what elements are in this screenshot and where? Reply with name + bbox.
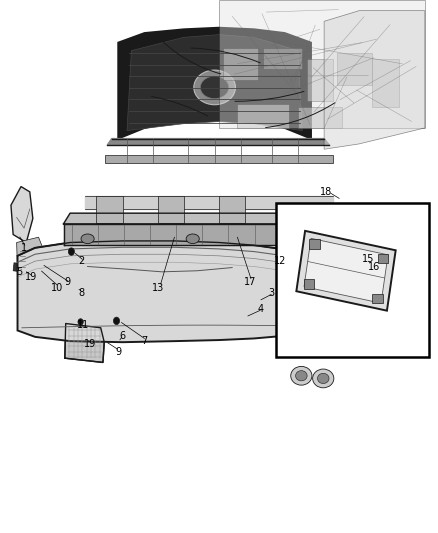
Text: 9: 9	[115, 347, 121, 357]
Ellipse shape	[81, 234, 94, 244]
Bar	[298, 107, 342, 128]
Text: 8: 8	[78, 288, 84, 298]
Bar	[307, 59, 333, 101]
Text: 11: 11	[77, 320, 89, 330]
Text: 1: 1	[21, 243, 27, 253]
Bar	[237, 104, 289, 128]
Text: 9: 9	[65, 278, 71, 287]
Text: 5: 5	[17, 267, 23, 277]
Polygon shape	[315, 213, 342, 253]
Polygon shape	[219, 196, 245, 223]
Polygon shape	[105, 155, 333, 163]
Text: 16: 16	[368, 262, 381, 271]
Polygon shape	[64, 213, 322, 224]
Ellipse shape	[318, 373, 329, 384]
Ellipse shape	[278, 234, 291, 244]
Bar	[310, 239, 320, 249]
Ellipse shape	[296, 370, 307, 381]
Ellipse shape	[313, 369, 334, 388]
Polygon shape	[65, 324, 104, 362]
Bar	[223, 48, 258, 80]
Polygon shape	[64, 224, 315, 245]
Circle shape	[343, 249, 349, 257]
Text: 6: 6	[120, 331, 126, 341]
Polygon shape	[324, 11, 425, 149]
Text: 3: 3	[268, 288, 275, 298]
Polygon shape	[13, 263, 22, 272]
Circle shape	[113, 317, 120, 325]
Text: 18: 18	[320, 187, 332, 197]
Text: 15: 15	[362, 254, 374, 263]
Ellipse shape	[194, 70, 236, 104]
Circle shape	[68, 248, 74, 255]
Polygon shape	[18, 241, 315, 342]
Bar	[304, 279, 314, 289]
Bar	[263, 48, 302, 69]
Text: 2: 2	[78, 256, 84, 266]
Circle shape	[78, 319, 83, 325]
Polygon shape	[11, 187, 33, 243]
Text: 19: 19	[25, 272, 38, 282]
Ellipse shape	[200, 76, 229, 99]
Polygon shape	[298, 255, 320, 332]
Text: 4: 4	[258, 304, 264, 314]
Polygon shape	[297, 231, 396, 311]
Bar	[378, 254, 389, 263]
Polygon shape	[158, 196, 184, 223]
Bar	[372, 294, 382, 303]
Bar	[219, 0, 425, 128]
Bar	[372, 59, 399, 107]
Polygon shape	[17, 237, 44, 272]
Polygon shape	[107, 139, 329, 145]
Polygon shape	[127, 35, 302, 131]
Bar	[276, 203, 429, 357]
Text: 12: 12	[274, 256, 286, 266]
Text: 7: 7	[141, 336, 148, 346]
Text: 19: 19	[84, 339, 96, 349]
Ellipse shape	[291, 366, 312, 385]
Text: 13: 13	[152, 283, 164, 293]
Polygon shape	[96, 196, 123, 223]
Polygon shape	[304, 238, 388, 303]
Bar	[337, 53, 372, 85]
Text: 10: 10	[51, 283, 63, 293]
Polygon shape	[85, 196, 333, 209]
Polygon shape	[118, 28, 311, 139]
Ellipse shape	[186, 234, 199, 244]
Text: 17: 17	[244, 278, 256, 287]
